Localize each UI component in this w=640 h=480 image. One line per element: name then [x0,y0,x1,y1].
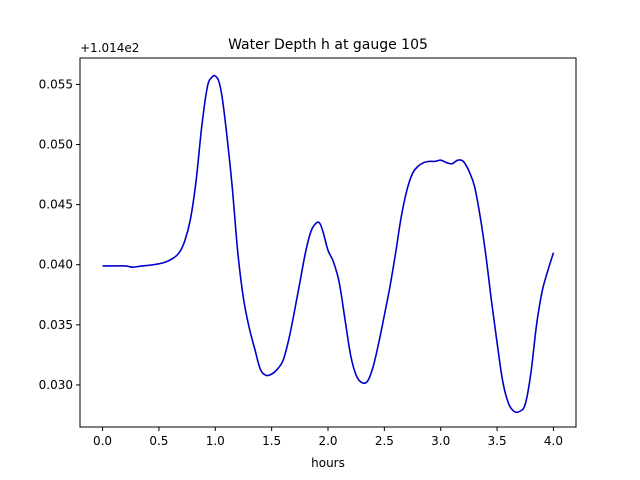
x-tick-label: 3.0 [431,434,450,448]
y-tick-label: 0.045 [39,198,73,212]
y-tick-label: 0.030 [39,378,73,392]
x-axis: 0.0 0.5 1.0 1.5 2.0 2.5 3.0 3.5 4.0 [93,427,563,448]
x-axis-label: hours [311,456,345,470]
x-tick-label: 0.0 [93,434,112,448]
x-tick-label: 2.5 [375,434,394,448]
y-tick-label: 0.050 [39,138,73,152]
y-offset-label: +1.014e2 [80,41,139,55]
chart-title: Water Depth h at gauge 105 [228,37,428,53]
x-tick-label: 0.5 [149,434,168,448]
x-tick-label: 4.0 [544,434,563,448]
x-tick-label: 3.5 [488,434,507,448]
y-tick-label: 0.040 [39,258,73,272]
x-tick-label: 1.5 [262,434,281,448]
y-tick-label: 0.035 [39,318,73,332]
series-line-0 [102,74,555,414]
y-tick-label: 0.055 [39,77,73,91]
x-tick-label: 2.0 [318,434,337,448]
plot-area [102,74,555,414]
plot-frame [79,57,577,428]
x-tick-label: 1.0 [206,434,225,448]
y-axis: 0.030 0.035 0.040 0.045 0.050 0.055 [39,77,80,392]
